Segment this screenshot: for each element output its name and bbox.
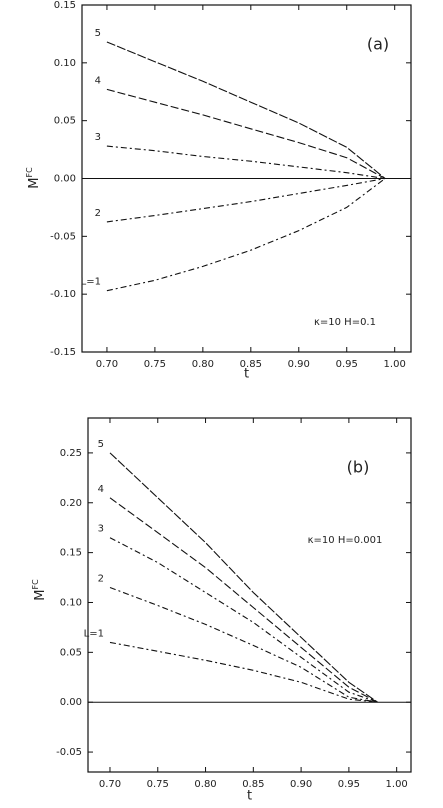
panel-label: (a) — [367, 35, 389, 54]
y-tick-label: 0.10 — [54, 58, 76, 69]
y-tick-label: 0.15 — [60, 548, 82, 559]
series-label: 2 — [98, 574, 104, 585]
y-axis-title-sup: FC — [31, 579, 40, 590]
panel: -0.15 -0.10 -0.05 0.00 0.05 0.10 0.15 0.70 0.75 0… — [25, 0, 412, 382]
series-line — [109, 537, 378, 703]
x-tick-label: 0.85 — [242, 779, 264, 790]
x-tick-label: 0.85 — [240, 359, 262, 370]
x-tick-label: 1.00 — [384, 359, 406, 370]
series-label: 3 — [95, 132, 101, 143]
y-tick-label: -0.15 — [50, 347, 76, 358]
x-tick-label: 0.90 — [290, 779, 312, 790]
series-line — [106, 145, 386, 180]
series-label: 3 — [98, 524, 104, 535]
y-tick-label: -0.05 — [50, 231, 76, 242]
series-line — [106, 41, 386, 179]
y-axis-title-base: M — [33, 589, 48, 600]
y-tick-label: 0.05 — [60, 647, 82, 658]
x-tick-label: 0.90 — [288, 359, 310, 370]
x-tick-label: 1.00 — [386, 779, 408, 790]
series-label: L=1 — [81, 277, 101, 288]
y-tick-label: 0.05 — [54, 116, 76, 127]
panel-label: (b) — [347, 458, 370, 477]
x-tick-label: 0.95 — [336, 359, 358, 370]
x-tick-label: 0.80 — [192, 359, 214, 370]
series-line — [109, 641, 378, 703]
series-line — [109, 497, 378, 703]
series-line — [106, 178, 386, 292]
panel: -0.05 0.00 0.05 0.10 0.15 0.20 0.25 0.70 0.75 0.8… — [31, 417, 412, 804]
y-tick-label: 0.25 — [60, 448, 82, 459]
series-line — [106, 177, 386, 223]
y-tick-label: 0.00 — [54, 174, 76, 185]
y-tick-label: 0.20 — [60, 498, 82, 509]
series-label: 5 — [98, 439, 104, 450]
series-line — [109, 452, 378, 703]
y-axis-title: MFC — [25, 167, 42, 189]
x-axis-title: t — [244, 367, 249, 382]
annotation: κ=10 H=0.001 — [308, 535, 383, 546]
x-axis-title: t — [247, 789, 252, 804]
x-tick-label: 0.75 — [147, 779, 169, 790]
y-tick-label: 0.00 — [60, 697, 82, 708]
y-tick-label: 0.15 — [54, 0, 76, 11]
y-tick-label: -0.10 — [50, 289, 76, 300]
series-label: 4 — [98, 484, 104, 495]
series-label: 2 — [95, 208, 101, 219]
x-tick-label: 0.95 — [338, 779, 360, 790]
y-tick-label: -0.05 — [56, 747, 82, 758]
series-line — [106, 88, 386, 179]
series-label: 5 — [95, 28, 101, 39]
x-tick-label: 0.75 — [144, 359, 166, 370]
plot-frame — [87, 417, 412, 773]
y-axis-title: MFC — [31, 579, 48, 601]
series-label: L=1 — [84, 628, 104, 639]
x-tick-label: 0.70 — [96, 359, 118, 370]
series-line — [109, 586, 378, 703]
y-axis-title-base: M — [27, 177, 42, 188]
y-axis-title-sup: FC — [25, 167, 34, 178]
x-tick-label: 0.70 — [99, 779, 121, 790]
y-tick-label: 0.10 — [60, 597, 82, 608]
series-label: 4 — [95, 75, 101, 86]
x-tick-label: 0.80 — [194, 779, 216, 790]
annotation: κ=10 H=0.1 — [314, 317, 376, 328]
